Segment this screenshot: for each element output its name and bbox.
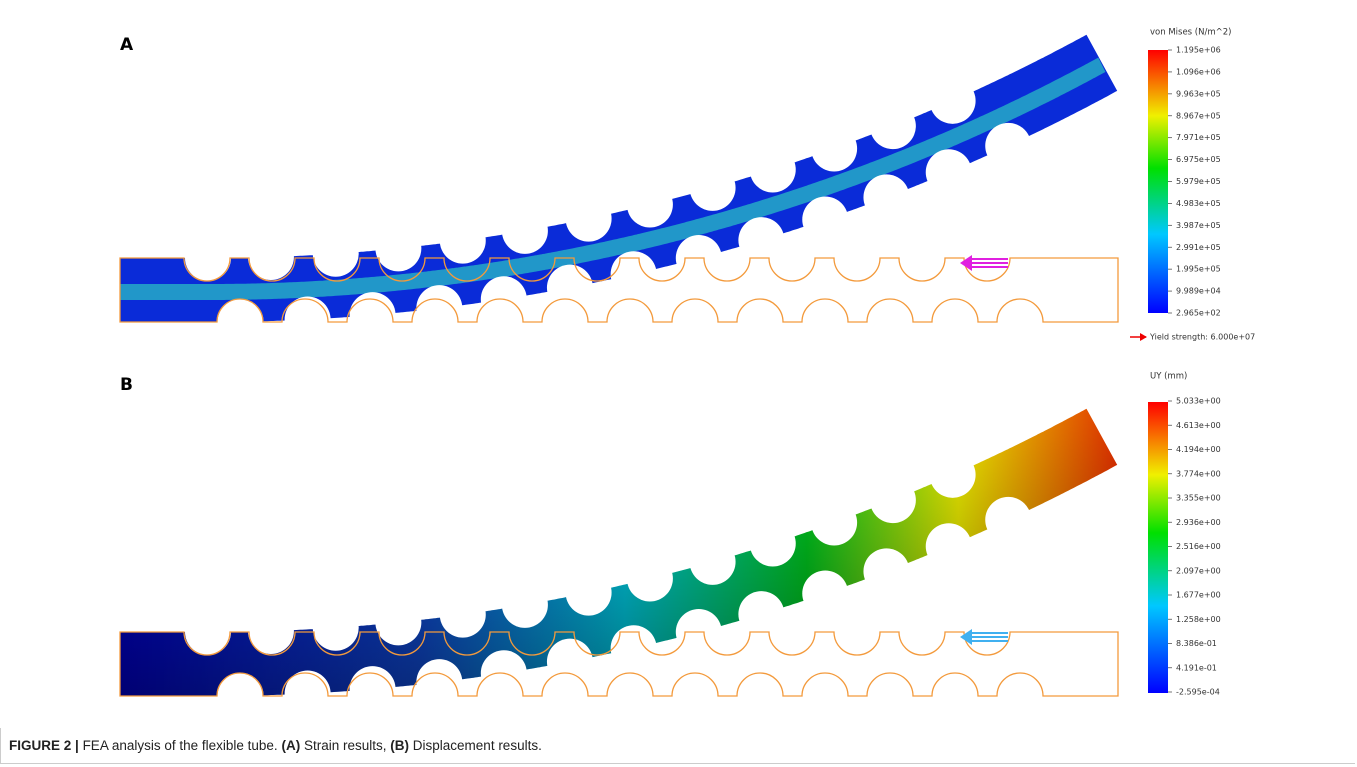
notch — [863, 548, 909, 594]
yield-marker — [1130, 333, 1147, 341]
tick-label: 4.613e+00 — [1176, 421, 1221, 430]
yield-note: Yield strength: 6.000e+07 — [1149, 333, 1255, 342]
caption: FIGURE 2 | FEA analysis of the flexible … — [0, 728, 1355, 764]
colorbar — [1148, 50, 1168, 313]
notch — [690, 539, 736, 585]
notch — [802, 197, 848, 243]
notch — [926, 523, 972, 569]
tick-label: 3.355e+00 — [1176, 494, 1221, 503]
notch — [926, 149, 972, 195]
tick-label: 2.516e+00 — [1176, 542, 1221, 551]
notch — [502, 208, 548, 254]
tick-label: 1.096e+06 — [1176, 67, 1221, 76]
panel-label: A — [120, 35, 134, 55]
notch — [985, 123, 1031, 169]
notch — [547, 265, 593, 311]
notch — [627, 182, 673, 228]
caption-text: FIGURE 2 | — [9, 738, 79, 753]
notch — [750, 147, 796, 193]
notch — [863, 174, 909, 220]
notch — [738, 217, 784, 263]
notch — [313, 605, 359, 651]
tick-label: 9.989e+04 — [1176, 287, 1221, 296]
caption-text: Strain results, — [304, 738, 387, 753]
caption-text: Displacement results. — [413, 738, 542, 753]
tick-label: 7.971e+05 — [1176, 133, 1221, 142]
notch — [502, 582, 548, 628]
notch — [627, 556, 673, 602]
tick-label: 8.386e-01 — [1176, 639, 1217, 648]
tick-label: 1.677e+00 — [1176, 591, 1221, 600]
notch — [750, 521, 796, 567]
tick-label: 5.033e+00 — [1176, 397, 1221, 406]
tick-label: 4.194e+00 — [1176, 445, 1221, 454]
notch — [802, 571, 848, 617]
tick-label: 8.967e+05 — [1176, 111, 1221, 120]
notch — [811, 500, 857, 546]
tick-label: 2.936e+00 — [1176, 518, 1221, 527]
legend-title: von Mises (N/m^2) — [1150, 28, 1231, 38]
caption-text: (B) — [390, 738, 409, 753]
notch — [870, 477, 916, 523]
tick-label: 3.987e+05 — [1176, 221, 1221, 230]
notch — [811, 126, 857, 172]
notch — [870, 103, 916, 149]
tick-label: 9.963e+05 — [1176, 89, 1221, 98]
tick-label: 2.965e+02 — [1176, 309, 1221, 318]
caption-text: FEA analysis of the flexible tube. — [83, 738, 278, 753]
tick-label: 5.979e+05 — [1176, 177, 1221, 186]
tick-label: 1.195e+06 — [1176, 46, 1221, 55]
notch — [690, 165, 736, 211]
notch — [375, 225, 421, 271]
tick-label: 2.097e+00 — [1176, 566, 1221, 575]
tick-label: -2.595e-04 — [1176, 688, 1220, 697]
panel-label: B — [120, 375, 133, 395]
notch — [566, 196, 612, 242]
tick-label: 1.258e+00 — [1176, 615, 1221, 624]
tick-label: 3.774e+00 — [1176, 469, 1221, 478]
notch — [375, 599, 421, 645]
notch — [416, 285, 462, 331]
colorbar — [1148, 402, 1168, 693]
notch — [985, 497, 1031, 543]
notch — [566, 570, 612, 616]
notch — [416, 659, 462, 705]
tick-label: 4.191e-01 — [1176, 663, 1217, 672]
notch — [930, 78, 976, 124]
notch — [738, 591, 784, 637]
notch — [440, 592, 486, 638]
notch — [930, 452, 976, 498]
notch — [440, 218, 486, 264]
legend-title: UY (mm) — [1150, 372, 1187, 382]
tick-label: 1.995e+05 — [1176, 265, 1221, 274]
tick-label: 4.983e+05 — [1176, 199, 1221, 208]
page: A B von Mises (N/m^2) UY (mm) Yield stre… — [0, 0, 1357, 767]
tick-label: 6.975e+05 — [1176, 155, 1221, 164]
tick-label: 2.991e+05 — [1176, 243, 1221, 252]
figure: A B von Mises (N/m^2) UY (mm) Yield stre… — [0, 0, 1357, 728]
notch — [547, 639, 593, 685]
notch — [313, 231, 359, 277]
caption-text: (A) — [281, 738, 300, 753]
